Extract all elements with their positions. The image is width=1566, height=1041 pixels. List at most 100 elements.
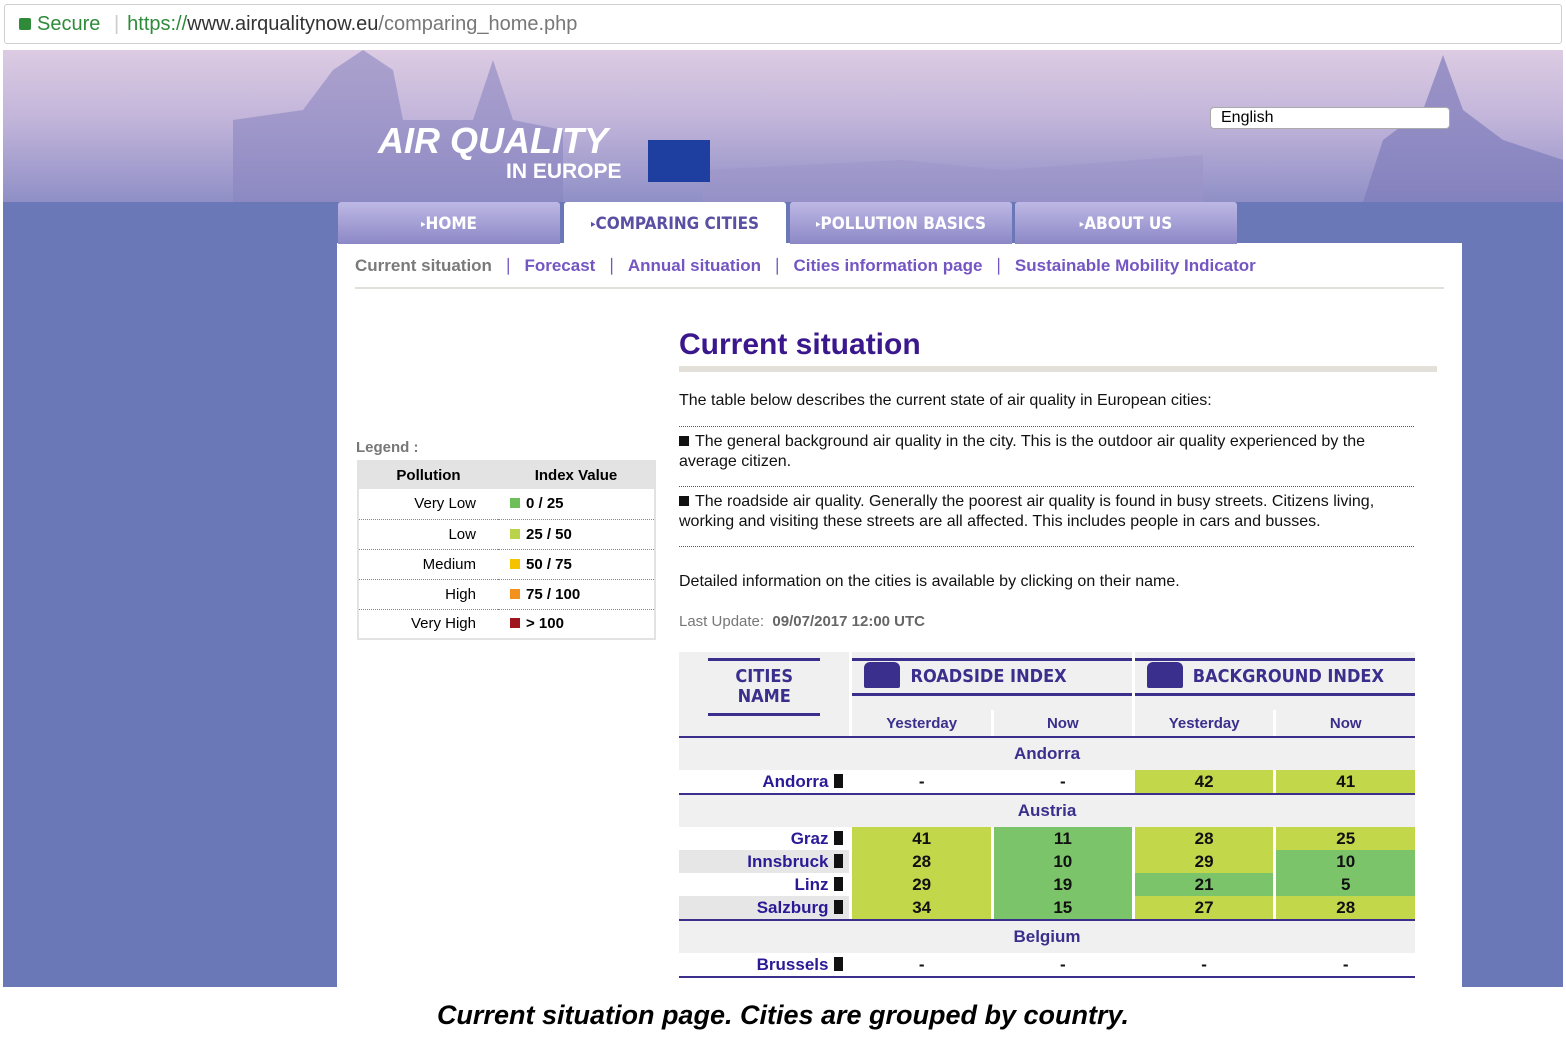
lock-icon <box>19 18 31 30</box>
nav-tab[interactable]: HOME <box>338 202 560 244</box>
caption: Current situation page. Cities are group… <box>436 1000 1130 1030</box>
legend-swatch <box>510 618 520 629</box>
index-cell: - <box>1059 771 1066 791</box>
nav-tab[interactable]: ABOUT US <box>1015 202 1237 244</box>
city-name[interactable]: Brussels <box>756 954 829 974</box>
legend-title: Legend : <box>356 439 419 456</box>
city-name[interactable]: Linz <box>794 874 829 894</box>
intro: The table below describes the current st… <box>679 392 1212 409</box>
index-header-box: BACKGROUND INDEX <box>1134 658 1415 696</box>
index-cell: - <box>918 954 925 974</box>
index-cell: 15 <box>993 896 1132 919</box>
city-row: Andorra - - 42 41 <box>679 770 1415 793</box>
last-update-label: Last Update: <box>679 613 765 630</box>
bullet: The general background air quality in th… <box>679 432 1424 472</box>
index-cell: 29 <box>852 873 991 896</box>
subnav-rule <box>355 287 1444 289</box>
legend-range-cell: > 100 <box>498 608 655 639</box>
legend-range: 50 / 75 <box>526 555 572 573</box>
divider <box>679 546 1414 547</box>
info-icon <box>834 830 844 845</box>
index-cell: 11 <box>993 827 1132 850</box>
car-icon <box>864 662 901 688</box>
index-cell: 28 <box>852 850 991 873</box>
subnav: Current situation ∣ Forecast ∣ Annual situat… <box>355 256 1256 276</box>
index-header-text: BACKGROUND INDEX <box>1192 666 1384 687</box>
index-cell: 21 <box>1134 873 1274 896</box>
city-name[interactable]: Innsbruck <box>747 851 829 871</box>
city-name-cell: Linz <box>679 873 849 896</box>
info-icon <box>834 853 844 868</box>
detail: Detailed information on the cities is av… <box>679 573 1180 590</box>
country-name: Andorra <box>679 736 1415 770</box>
separator: ∣ <box>607 256 616 275</box>
header-row: CITIES NAME ROADSIDE INDEX BACKGROUND INDE… <box>679 652 1415 736</box>
logo-line2: IN EUROPE <box>506 160 622 183</box>
last-update-value: 09/07/2017 12:00 UTC <box>772 613 926 630</box>
city-row: Linz 29 19 21 5 <box>679 873 1415 896</box>
nav-tab[interactable]: COMPARING CITIES <box>564 202 786 244</box>
title-rule <box>679 366 1437 372</box>
bullet-text: The roadside air quality. Generally the … <box>679 493 1375 530</box>
address-bar[interactable]: Secure | https://www.airqualitynow.eu/com… <box>4 4 1562 44</box>
subheader: Now <box>993 710 1132 736</box>
subnav-link[interactable]: Annual situation <box>627 256 761 275</box>
subheader-row: Yesterday Now Yesterday Now <box>679 710 1415 736</box>
country-row: Austria <box>679 793 1415 827</box>
secure-label: Secure <box>37 13 101 35</box>
index-cell: 29 <box>1134 850 1274 873</box>
legend-row: Very High > 100 <box>358 608 655 639</box>
legend-level: Low <box>358 518 498 549</box>
index-cell: - <box>1342 954 1349 974</box>
city-name[interactable]: Graz <box>790 828 829 848</box>
legend-range-cell: 25 / 50 <box>498 518 655 549</box>
legend-row: Medium 50 / 75 <box>358 548 655 579</box>
subnav-link[interactable]: Sustainable Mobility Indicator <box>1014 256 1256 275</box>
banner: AIR QUALITY IN EUROPE English <box>3 50 1563 202</box>
legend-table: Pollution Index Value Very Low 0 / 25 Low 25 … <box>357 460 656 640</box>
separator: ∣ <box>503 256 513 275</box>
index-header-text: ROADSIDE INDEX <box>910 666 1067 687</box>
language-select[interactable]: English <box>1210 107 1450 129</box>
city-name[interactable]: Salzburg <box>756 897 829 917</box>
city-row: Salzburg 34 15 27 28 <box>679 896 1415 919</box>
last-update: Last Update: 09/07/2017 12:00 UTC <box>679 613 925 630</box>
index-cell: - <box>1059 954 1066 974</box>
index-cell: 10 <box>993 850 1132 873</box>
subheader: Now <box>1276 710 1415 736</box>
city-name-cell: Graz <box>679 827 849 850</box>
legend-row: Very Low 0 / 25 <box>358 489 655 519</box>
url-scheme: https:// <box>127 13 188 35</box>
separator: | <box>113 13 120 35</box>
city-name-cell: Salzburg <box>679 896 850 919</box>
legend-swatch <box>510 528 520 539</box>
legend-level: Medium <box>358 548 498 579</box>
subnav-link[interactable]: Cities information page <box>793 256 983 275</box>
nav-tab[interactable]: POLLUTION BASICS <box>790 202 1012 244</box>
content-title: Current situation <box>679 328 921 361</box>
info-icon <box>834 773 844 788</box>
separator: ∣ <box>994 256 1003 275</box>
subheader: Yesterday <box>1134 710 1274 736</box>
index-cell: 28 <box>1134 827 1274 850</box>
url-host: www.airqualitynow.eu <box>187 13 379 35</box>
table-rule <box>679 976 1415 978</box>
air-quality-table: CITIES NAME ROADSIDE INDEX BACKGROUND INDE… <box>676 652 1418 978</box>
subnav-link[interactable]: Current situation <box>355 256 492 275</box>
bullet-text: The general background air quality in th… <box>679 433 1366 470</box>
cities-header-text: CITIES NAME <box>708 658 821 716</box>
city-name-cell: Andorra <box>679 770 849 793</box>
separator: ∣ <box>773 256 782 275</box>
index-cell: 34 <box>852 896 991 919</box>
index-header: ROADSIDE INDEX <box>852 652 1132 710</box>
legend-range-cell: 0 / 25 <box>498 489 655 519</box>
subnav-link[interactable]: Forecast <box>524 256 596 275</box>
city-name[interactable]: Andorra <box>762 771 829 791</box>
index-cell: - <box>918 771 925 791</box>
info-icon <box>834 876 844 891</box>
info-icon <box>834 956 844 971</box>
country-row: Andorra <box>679 736 1415 770</box>
legend-level: High <box>358 578 498 609</box>
subheader: Yesterday <box>852 710 991 736</box>
